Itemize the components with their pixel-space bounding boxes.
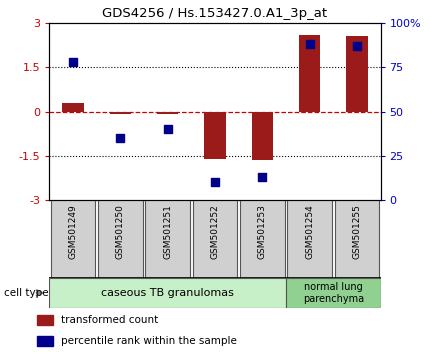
Text: caseous TB granulomas: caseous TB granulomas (101, 288, 234, 298)
Bar (252, 112, 273, 160)
Bar (37, 315, 53, 325)
Point (212, 179, 218, 185)
Bar (49, 278, 286, 308)
Text: cell type: cell type (4, 288, 49, 298)
Text: transformed count: transformed count (61, 315, 158, 325)
Bar (62, 103, 84, 112)
Bar (287, 200, 332, 278)
Bar (240, 200, 285, 278)
Text: GSM501252: GSM501252 (211, 204, 219, 259)
Point (164, 126, 171, 132)
Bar (37, 336, 53, 346)
Bar (110, 112, 131, 114)
Text: GSM501253: GSM501253 (258, 204, 267, 259)
Bar (98, 200, 143, 278)
Text: GSM501255: GSM501255 (353, 204, 361, 259)
Text: GSM501249: GSM501249 (69, 204, 77, 259)
Text: normal lung
parenchyma: normal lung parenchyma (303, 282, 364, 304)
Bar (335, 200, 379, 278)
Point (117, 135, 124, 141)
Bar (157, 112, 178, 114)
Point (259, 174, 266, 180)
Bar (145, 200, 190, 278)
Bar (204, 112, 226, 159)
Title: GDS4256 / Hs.153427.0.A1_3p_at: GDS4256 / Hs.153427.0.A1_3p_at (102, 7, 328, 21)
Text: percentile rank within the sample: percentile rank within the sample (61, 336, 237, 346)
Point (353, 43, 360, 49)
Bar (346, 36, 368, 112)
Point (306, 41, 313, 47)
Text: GSM501254: GSM501254 (305, 204, 314, 259)
Text: GSM501251: GSM501251 (163, 204, 172, 259)
Bar (286, 278, 381, 308)
Point (70, 59, 77, 65)
Bar (299, 35, 320, 112)
Bar (193, 200, 237, 278)
Text: GSM501250: GSM501250 (116, 204, 125, 259)
Bar (51, 200, 95, 278)
